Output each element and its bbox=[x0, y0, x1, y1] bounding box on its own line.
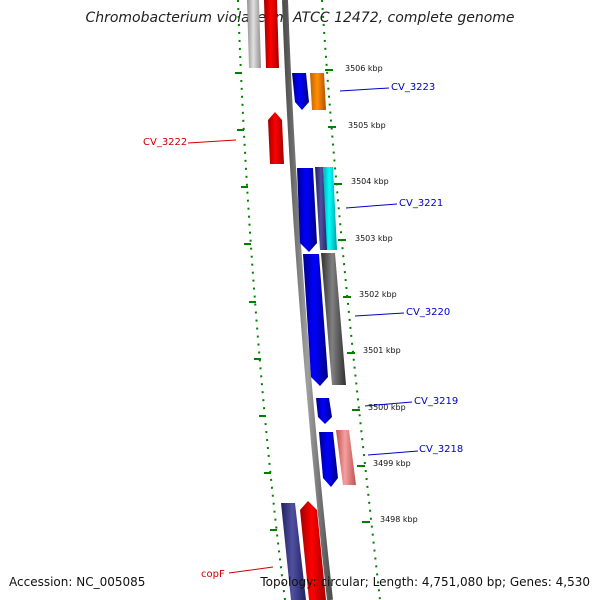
kbp-label-3500: 3500 kbp bbox=[368, 403, 406, 412]
kbp-label-3501: 3501 kbp bbox=[363, 346, 401, 355]
accession-label: Accession: NC_005085 bbox=[9, 575, 146, 589]
kbp-label-3506: 3506 kbp bbox=[345, 64, 383, 73]
map-title: Chromobacterium violaceum ATCC 12472, co… bbox=[85, 10, 515, 26]
gene-label-cv3220[interactable]: CV_3220 bbox=[406, 307, 450, 318]
left-ticks bbox=[235, 72, 277, 531]
gene-cv3220 bbox=[321, 253, 346, 385]
gene-blue-3 bbox=[303, 254, 328, 386]
gene-top-red bbox=[264, 0, 279, 68]
gene-cv3223 bbox=[310, 73, 326, 110]
label-leaders bbox=[187, 87, 419, 574]
gene-blue-1 bbox=[292, 73, 309, 110]
gene-cv3221 bbox=[323, 167, 337, 250]
kbp-label-3499: 3499 kbp bbox=[373, 459, 411, 468]
right-ticks bbox=[325, 69, 370, 523]
gene-label-cv3222[interactable]: CV_3222 bbox=[143, 137, 187, 148]
gene-label-cv3223[interactable]: CV_3223 bbox=[391, 82, 435, 93]
genome-backbone bbox=[282, 0, 333, 600]
gene-copf-navy bbox=[281, 503, 306, 600]
gene-top-light bbox=[247, 0, 261, 68]
gene-label-cv3218[interactable]: CV_3218 bbox=[419, 444, 463, 455]
gene-label-cv3219[interactable]: CV_3219 bbox=[414, 396, 458, 407]
kbp-label-3505: 3505 kbp bbox=[348, 121, 386, 130]
gene-blue-2 bbox=[297, 168, 317, 252]
kbp-label-3503: 3503 kbp bbox=[355, 234, 393, 243]
left-dotted-guide bbox=[237, 0, 286, 600]
gene-copf-red bbox=[300, 501, 326, 600]
gene-gray-thin bbox=[315, 167, 328, 250]
gene-cv3222 bbox=[268, 112, 284, 164]
gene-cv3218 bbox=[336, 430, 356, 485]
kbp-label-3504: 3504 kbp bbox=[351, 177, 389, 186]
topology-label: Topology: circular; Length: 4,751,080 bp… bbox=[260, 575, 590, 589]
gene-label-cv3221[interactable]: CV_3221 bbox=[399, 198, 443, 209]
gene-cv3219 bbox=[316, 398, 332, 424]
kbp-label-3502: 3502 kbp bbox=[359, 290, 397, 299]
kbp-label-3498: 3498 kbp bbox=[380, 515, 418, 524]
gene-blue-4 bbox=[319, 432, 338, 487]
gene-label-copf[interactable]: copF bbox=[201, 569, 225, 580]
